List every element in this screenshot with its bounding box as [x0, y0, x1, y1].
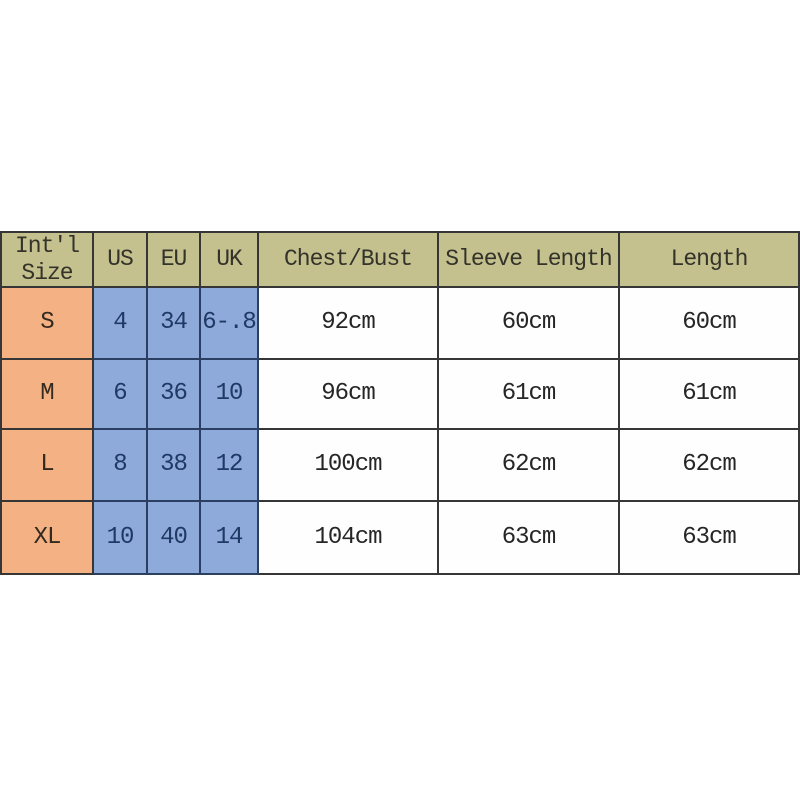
header-cell-eu: EU [146, 231, 201, 288]
cell-l-sleeve: 62cm [437, 428, 620, 502]
cell-m-size: M [0, 358, 94, 430]
cell-m-chest: 96cm [257, 358, 439, 430]
cell-s-us: 4 [92, 286, 148, 360]
cell-xl-eu: 40 [146, 500, 201, 575]
cell-l-chest: 100cm [257, 428, 439, 502]
cell-xl-sleeve: 63cm [437, 500, 620, 575]
cell-s-eu: 34 [146, 286, 201, 360]
cell-s-chest: 92cm [257, 286, 439, 360]
cell-m-eu: 36 [146, 358, 201, 430]
header-cell-chest-bust: Chest/Bust [257, 231, 439, 288]
cell-s-length: 60cm [618, 286, 800, 360]
cell-m-us: 6 [92, 358, 148, 430]
cell-s-sleeve: 60cm [437, 286, 620, 360]
cell-m-sleeve: 61cm [437, 358, 620, 430]
cell-l-uk: 12 [199, 428, 259, 502]
header-cell-length: Length [618, 231, 800, 288]
table-row-m: M 6 36 10 96cm 61cm 61cm [0, 358, 800, 430]
cell-l-eu: 38 [146, 428, 201, 502]
cell-s-size: S [0, 286, 94, 360]
cell-xl-us: 10 [92, 500, 148, 575]
cell-l-length: 62cm [618, 428, 800, 502]
cell-l-size: L [0, 428, 94, 502]
header-row: Int'l Size US EU UK Chest/Bust Sleeve Le… [0, 231, 800, 288]
cell-s-uk: 6-.8 [199, 286, 259, 360]
header-cell-intl-size: Int'l Size [0, 231, 94, 288]
cell-xl-length: 63cm [618, 500, 800, 575]
cell-m-length: 61cm [618, 358, 800, 430]
cell-xl-chest: 104cm [257, 500, 439, 575]
cell-l-us: 8 [92, 428, 148, 502]
table-row-xl: XL 10 40 14 104cm 63cm 63cm [0, 500, 800, 575]
cell-xl-size: XL [0, 500, 94, 575]
table-row-l: L 8 38 12 100cm 62cm 62cm [0, 428, 800, 502]
header-cell-us: US [92, 231, 148, 288]
size-chart-table: Int'l Size US EU UK Chest/Bust Sleeve Le… [0, 231, 800, 575]
cell-xl-uk: 14 [199, 500, 259, 575]
table-row-s: S 4 34 6-.8 92cm 60cm 60cm [0, 286, 800, 360]
header-cell-sleeve-length: Sleeve Length [437, 231, 620, 288]
header-cell-uk: UK [199, 231, 259, 288]
cell-m-uk: 10 [199, 358, 259, 430]
